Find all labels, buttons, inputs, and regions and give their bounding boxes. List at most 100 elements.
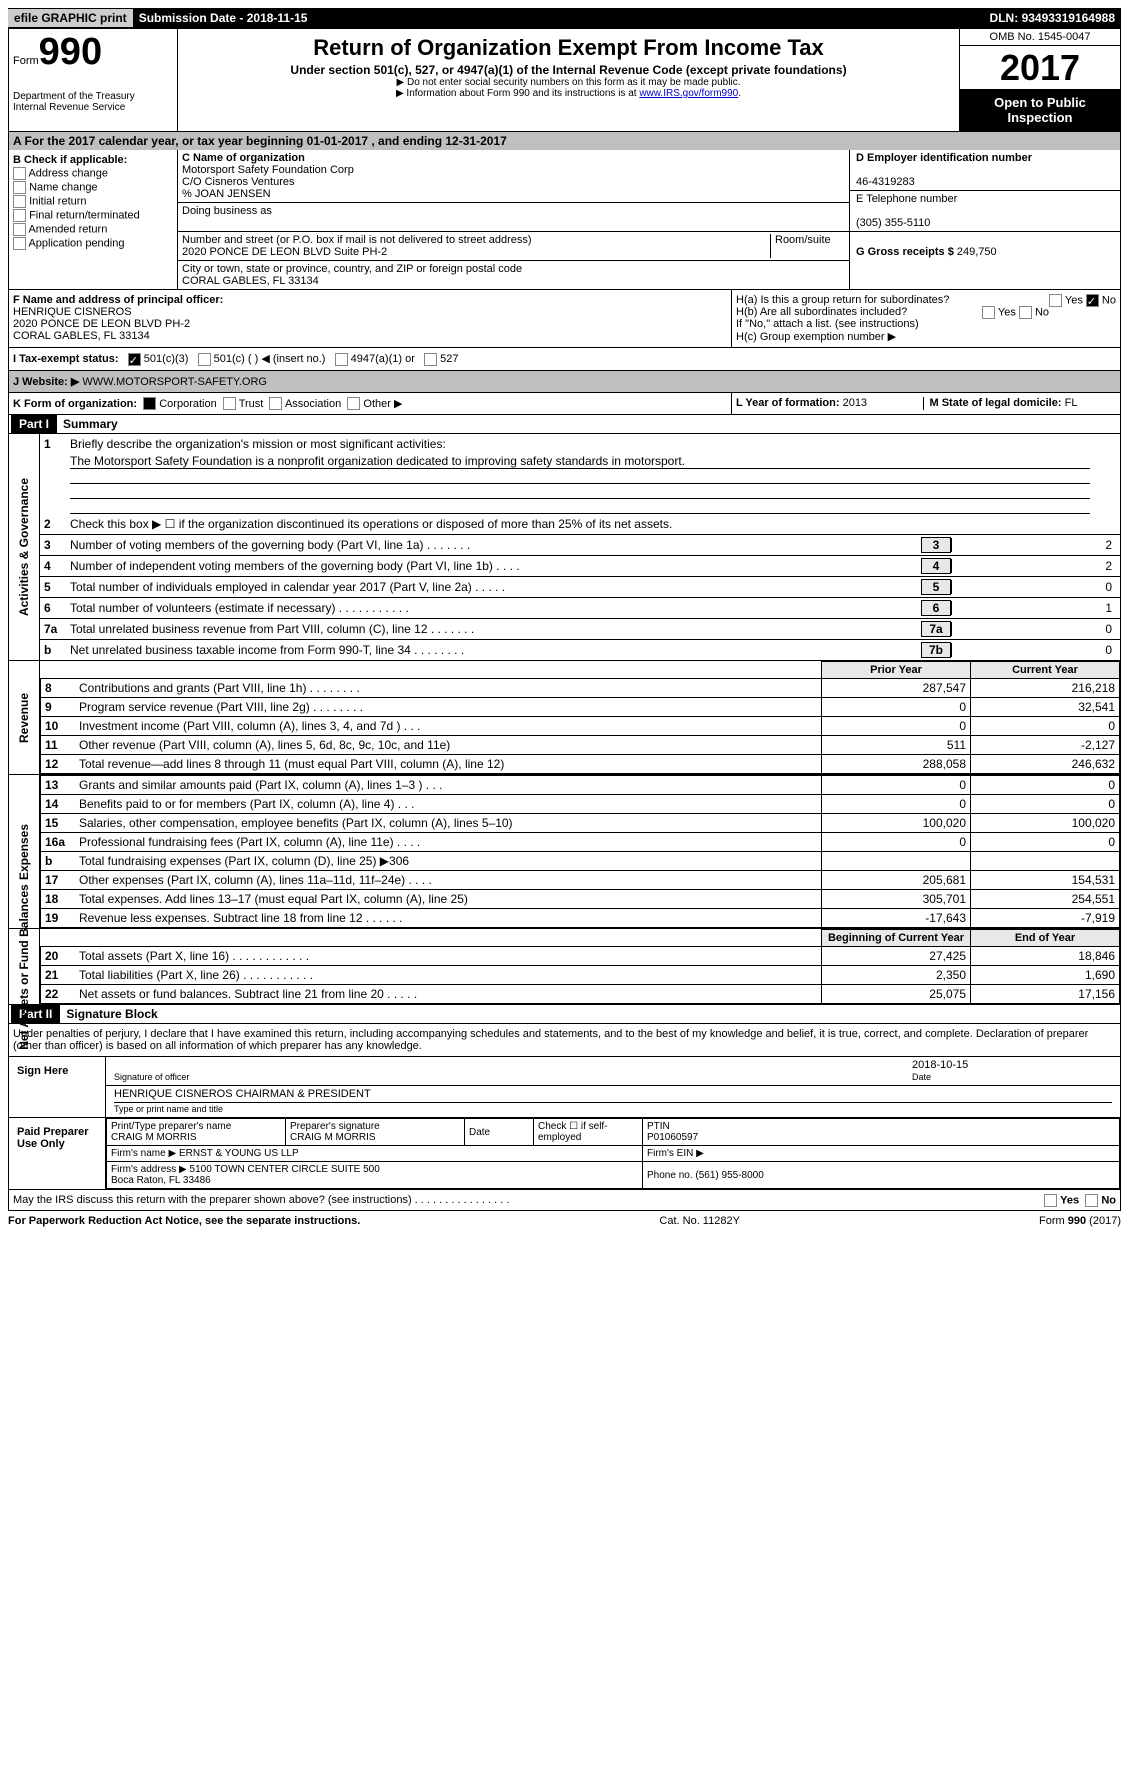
row-num: 12	[41, 755, 76, 774]
prior-val	[822, 852, 971, 871]
gov-line-text: Number of voting members of the governin…	[70, 538, 921, 552]
tax-year: 2017	[960, 46, 1120, 89]
row-num: 8	[41, 679, 76, 698]
chk-amended: Amended return	[13, 223, 173, 236]
form-label: Form	[13, 55, 39, 67]
row-text: Total assets (Part X, line 16) . . . . .…	[75, 947, 822, 966]
current-val: 18,846	[971, 947, 1120, 966]
k-label: K Form of organization:	[13, 398, 137, 410]
dln: 93493319164988	[1022, 11, 1115, 25]
row-num: b	[41, 852, 76, 871]
prep-sig: CRAIG M MORRIS	[290, 1132, 376, 1143]
prior-val: 205,681	[822, 871, 971, 890]
dept: Department of the Treasury Internal Reve…	[13, 91, 173, 113]
row-text: Investment income (Part VIII, column (A)…	[75, 717, 822, 736]
firm-phone: (561) 955-8000	[695, 1170, 763, 1181]
firm-name: ERNST & YOUNG US LLP	[179, 1148, 299, 1159]
addr: 2020 PONCE DE LEON BLVD Suite PH-2	[182, 246, 387, 258]
current-val: 0	[971, 795, 1120, 814]
current-val: -2,127	[971, 736, 1120, 755]
line-num: 7a	[921, 621, 951, 637]
row-text: Program service revenue (Part VIII, line…	[75, 698, 822, 717]
prior-val: 25,075	[822, 985, 971, 1004]
form-subtitle: Under section 501(c), 527, or 4947(a)(1)…	[182, 63, 955, 77]
end-hdr: End of Year	[971, 930, 1120, 947]
efile-btn[interactable]: efile GRAPHIC print	[8, 9, 133, 27]
current-hdr: Current Year	[971, 662, 1120, 679]
check-self: Check ☐ if self-employed	[538, 1121, 608, 1143]
irs-link[interactable]: www.IRS.gov/form990	[639, 88, 738, 99]
row-text: Salaries, other compensation, employee b…	[75, 814, 822, 833]
h-note: If "No," attach a list. (see instruction…	[736, 318, 1116, 330]
note1: ▶ Do not enter social security numbers o…	[182, 77, 955, 88]
side-rev: Revenue	[17, 693, 31, 743]
prior-val: 0	[822, 717, 971, 736]
gov-line-text: Number of independent voting members of …	[70, 559, 921, 573]
gov-line-text: Total number of individuals employed in …	[70, 580, 921, 594]
current-val: 216,218	[971, 679, 1120, 698]
line-num: 4	[921, 558, 951, 574]
row-text: Total fundraising expenses (Part IX, col…	[75, 852, 822, 871]
current-val	[971, 852, 1120, 871]
sub-label: Submission Date -	[139, 11, 244, 25]
form-number: 990	[39, 31, 102, 73]
col-b: B Check if applicable: Address change Na…	[9, 150, 178, 289]
officer-printed: HENRIQUE CISNEROS CHAIRMAN & PRESIDENT	[114, 1088, 1112, 1103]
prior-val: 0	[822, 698, 971, 717]
line-val: 0	[951, 643, 1116, 657]
side-gov: Activities & Governance	[17, 478, 31, 616]
prior-val: -17,643	[822, 909, 971, 928]
row-num: 9	[41, 698, 76, 717]
open-inspection: Open to Public Inspection	[960, 89, 1120, 131]
irs-question: May the IRS discuss this return with the…	[13, 1194, 509, 1206]
i-label: I Tax-exempt status:	[13, 353, 119, 365]
ein-label: D Employer identification number	[856, 152, 1032, 164]
city: CORAL GABLES, FL 33134	[182, 275, 319, 287]
website: WWW.MOTORSPORT-SAFETY.ORG	[82, 376, 267, 388]
gov-line-text: Total number of volunteers (estimate if …	[70, 601, 921, 615]
current-val: -7,919	[971, 909, 1120, 928]
line-val: 2	[951, 538, 1116, 552]
ptin: P01060597	[647, 1132, 698, 1143]
gov-line-text: Net unrelated business taxable income fr…	[70, 643, 921, 657]
line-val: 0	[951, 622, 1116, 636]
sig-label: Signature of officer	[114, 1072, 189, 1082]
prior-val: 27,425	[822, 947, 971, 966]
row-num: 16a	[41, 833, 76, 852]
form-header: Form990 Department of the Treasury Inter…	[8, 28, 1121, 132]
current-val: 100,020	[971, 814, 1120, 833]
row-text: Benefits paid to or for members (Part IX…	[75, 795, 822, 814]
line-num: 3	[921, 537, 951, 553]
row-num: 20	[41, 947, 76, 966]
side-exp: Expenses	[17, 824, 31, 880]
row-text: Other expenses (Part IX, column (A), lin…	[75, 871, 822, 890]
prior-val: 0	[822, 776, 971, 795]
form-title: Return of Organization Exempt From Incom…	[182, 35, 955, 61]
firm-ein-label: Firm's EIN ▶	[647, 1148, 704, 1159]
row-num: 21	[41, 966, 76, 985]
m-label: M State of legal domicile:	[930, 397, 1062, 409]
line-val: 1	[951, 601, 1116, 615]
side-na: Net Assets or Fund Balances	[17, 884, 31, 1050]
current-val: 32,541	[971, 698, 1120, 717]
current-val: 154,531	[971, 871, 1120, 890]
line-val: 2	[951, 559, 1116, 573]
row-text: Contributions and grants (Part VIII, lin…	[75, 679, 822, 698]
current-val: 0	[971, 717, 1120, 736]
chk-final: Final return/terminated	[13, 209, 173, 222]
part2-name: Signature Block	[66, 1007, 157, 1021]
c-name-label: C Name of organization	[182, 152, 305, 164]
prior-val: 0	[822, 795, 971, 814]
prior-val: 0	[822, 833, 971, 852]
row-text: Total liabilities (Part X, line 26) . . …	[75, 966, 822, 985]
row-num: 11	[41, 736, 76, 755]
line2-text: Check this box ▶ ☐ if the organization d…	[70, 517, 1116, 531]
name-label: Type or print name and title	[114, 1104, 223, 1114]
line-num: 7b	[921, 642, 951, 658]
topbar: efile GRAPHIC print Submission Date - 20…	[8, 8, 1121, 28]
sig-date: 2018-10-15	[912, 1059, 968, 1071]
mission: The Motorsport Safety Foundation is a no…	[70, 454, 1090, 469]
officer-name: HENRIQUE CISNEROS	[13, 306, 132, 318]
dln-label: DLN:	[990, 11, 1019, 25]
row-a: A For the 2017 calendar year, or tax yea…	[9, 132, 1120, 150]
